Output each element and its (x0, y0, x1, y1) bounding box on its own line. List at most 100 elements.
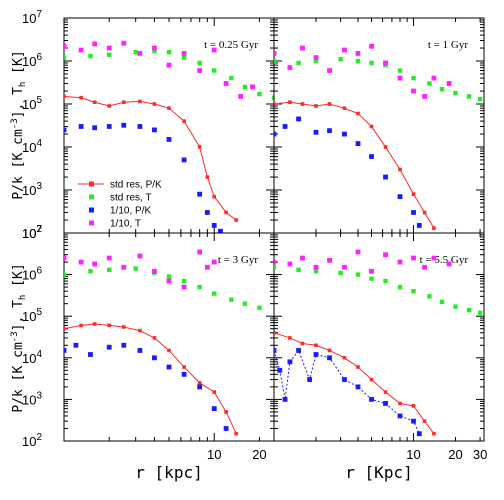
data-point (300, 255, 305, 261)
data-point (369, 43, 374, 49)
data-point (314, 343, 318, 348)
x-tick-label: 10 (207, 447, 221, 462)
data-point (106, 344, 112, 350)
data-point (383, 278, 388, 284)
series-3 (274, 249, 452, 274)
data-point (369, 154, 374, 159)
data-point (152, 336, 157, 340)
data-point (277, 367, 283, 373)
data-point (224, 410, 228, 414)
data-point (166, 364, 172, 370)
data-point (342, 264, 347, 270)
y-tick-label: 106 (22, 52, 42, 69)
series-2 (64, 122, 223, 233)
data-point (137, 51, 143, 56)
data-point (64, 94, 66, 99)
series-line (274, 349, 420, 434)
series-0 (274, 330, 436, 436)
data-point (397, 413, 403, 419)
data-point (307, 377, 313, 382)
data-point (205, 175, 210, 179)
legend-marker (89, 207, 94, 213)
series-3 (64, 249, 217, 290)
y-tick-label: 105 (22, 95, 42, 112)
data-point (282, 124, 288, 129)
data-point (287, 359, 293, 365)
data-point (234, 218, 238, 222)
data-point (197, 384, 203, 390)
data-point (79, 323, 83, 328)
data-point (167, 106, 171, 110)
data-point (211, 406, 217, 412)
data-point (288, 336, 292, 340)
data-point (327, 348, 332, 353)
data-point (137, 124, 143, 129)
data-point (181, 278, 187, 284)
data-point (152, 102, 157, 106)
y-tick-label: 106 (22, 266, 42, 283)
data-point (182, 365, 186, 369)
data-point (416, 223, 422, 228)
y-tick-label: 107 (22, 9, 42, 26)
data-point (204, 264, 210, 270)
data-point (300, 45, 305, 51)
data-point (271, 95, 274, 100)
data-point (411, 192, 416, 196)
data-point (355, 384, 361, 390)
series-line (64, 323, 237, 434)
data-point (211, 259, 217, 265)
data-point (204, 210, 210, 215)
data-point (446, 81, 452, 86)
data-point (383, 252, 388, 258)
data-point (338, 57, 343, 62)
data-point (182, 119, 186, 123)
data-point (92, 125, 98, 131)
data-point (274, 102, 276, 106)
data-point (313, 269, 319, 274)
time-annotation: t = 0.25 Gyr (204, 39, 258, 51)
data-point (411, 418, 416, 424)
data-point (92, 41, 98, 47)
data-point (79, 95, 83, 100)
data-point (181, 284, 187, 290)
data-point (64, 255, 67, 261)
data-point (439, 299, 445, 305)
data-point (383, 401, 388, 406)
data-point (274, 348, 277, 353)
data-point (342, 377, 347, 382)
data-point (107, 104, 112, 108)
data-point (211, 47, 217, 53)
data-point (422, 419, 427, 423)
data-point (166, 278, 172, 284)
data-point (121, 342, 127, 348)
data-point (398, 167, 402, 172)
data-point (78, 124, 84, 129)
data-point (274, 51, 277, 56)
data-point (398, 401, 402, 406)
data-point (342, 106, 347, 110)
data-point (107, 323, 112, 328)
data-point (369, 397, 374, 402)
y-tick-label: 104 (22, 349, 42, 366)
x-tick-label: 10 (406, 447, 420, 462)
data-point (369, 276, 374, 281)
data-point (181, 371, 187, 377)
legend-label: std res, T (110, 193, 152, 204)
data-point (287, 261, 293, 267)
data-point (439, 87, 445, 92)
legend-marker (89, 181, 94, 187)
data-point (313, 55, 319, 60)
data-point (88, 269, 93, 274)
data-point (466, 307, 472, 313)
data-point (383, 145, 388, 149)
data-point (327, 102, 332, 106)
data-point (167, 348, 171, 353)
data-point (296, 116, 301, 122)
data-point (313, 352, 319, 357)
data-point (121, 325, 126, 329)
data-point (288, 100, 292, 105)
data-point (212, 194, 217, 199)
data-point (355, 141, 361, 146)
data-point (197, 249, 203, 255)
